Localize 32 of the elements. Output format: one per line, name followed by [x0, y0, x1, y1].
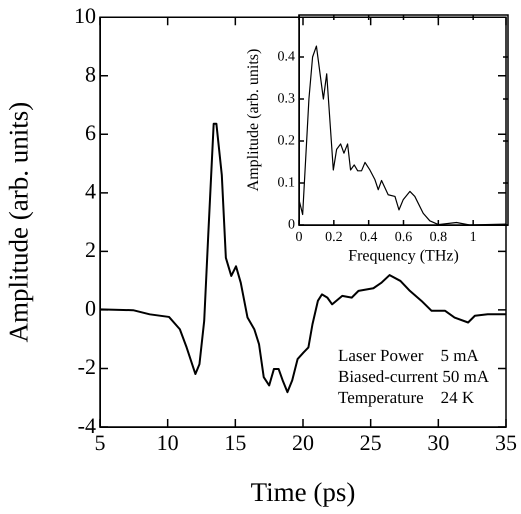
y-tick-label: 0 — [85, 296, 96, 321]
x-tick-label: 5 — [94, 430, 106, 455]
y-tick-label: 0.1 — [278, 176, 295, 191]
x-tick-label: 25 — [360, 430, 382, 455]
annotation: Biased-current 50 mA — [338, 367, 490, 386]
x-tick-label: 0.2 — [325, 230, 343, 246]
y-tick-label: 0 — [288, 218, 295, 233]
x-tick-label: 15 — [224, 430, 246, 455]
y-tick-label: 8 — [85, 62, 96, 87]
y-tick-label: 0.3 — [278, 92, 295, 107]
y-tick-label: 6 — [85, 120, 96, 146]
annotation: Temperature 24 K — [338, 388, 475, 407]
y-tick-label: 4 — [85, 178, 96, 204]
x-axis-title: Time (ps) — [250, 476, 356, 507]
y-tick-label: -2 — [78, 354, 96, 380]
y-axis-title: Amplitude (arb. units) — [3, 102, 34, 342]
y-tick-label: 0.4 — [278, 50, 295, 65]
y-axis-title: Amplitude (arb. units) — [244, 48, 262, 192]
x-tick-label: 30 — [427, 430, 450, 455]
y-tick-label: 0.2 — [278, 134, 295, 149]
x-tick-label: 1 — [470, 230, 477, 246]
x-tick-label: 10 — [156, 430, 179, 455]
y-tick-label: 10 — [74, 2, 96, 28]
x-axis-title: Frequency (THz) — [348, 248, 459, 265]
x-tick-label: 0.8 — [430, 230, 448, 246]
x-tick-label: 35 — [495, 430, 517, 455]
y-tick-label: -4 — [78, 412, 96, 438]
annotation: Laser Power 5 mA — [338, 346, 480, 365]
x-tick-label: 20 — [292, 430, 314, 455]
x-tick-label: 0.6 — [394, 230, 412, 246]
x-tick-label: 0.4 — [360, 230, 378, 246]
y-tick-label: 2 — [85, 237, 96, 262]
